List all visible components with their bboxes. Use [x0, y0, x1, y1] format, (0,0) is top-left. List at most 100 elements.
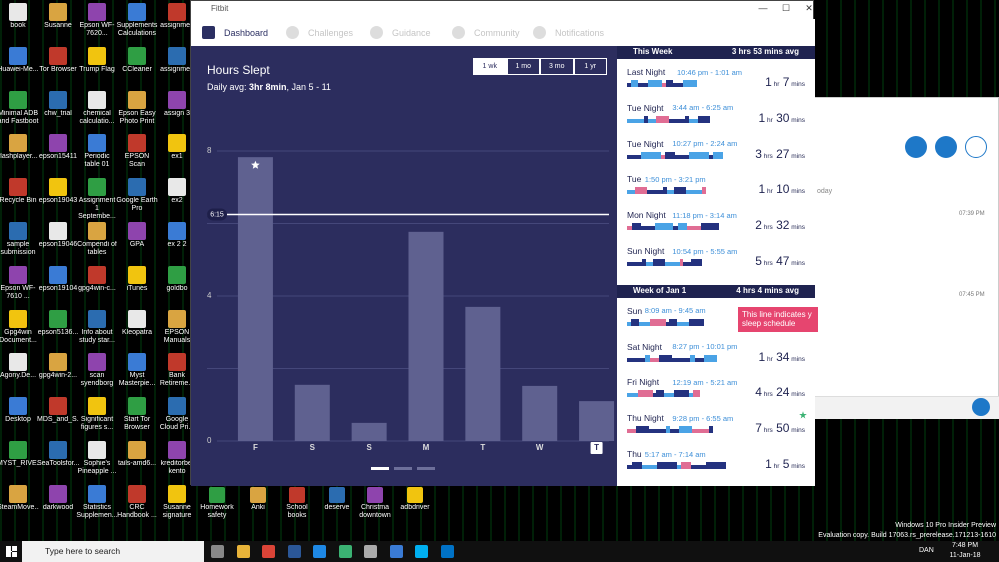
desktop-icon[interactable] — [9, 46, 27, 65]
window-control[interactable]: ☐ — [781, 3, 791, 13]
desktop-icon[interactable] — [367, 487, 383, 503]
tab-label[interactable]: Community — [474, 28, 520, 38]
tab-icon[interactable] — [370, 26, 383, 39]
window-control[interactable]: ✕ — [805, 3, 813, 13]
desktop-icon[interactable] — [9, 3, 27, 21]
desktop-icon[interactable] — [49, 46, 67, 65]
sleep-entry[interactable]: Mon Night 11:18 pm - 3:14 am 2 hrs 32 mins — [617, 210, 815, 244]
desktop-icon[interactable] — [168, 309, 186, 328]
desktop-icon[interactable] — [49, 222, 67, 240]
desktop-icon[interactable] — [9, 353, 27, 372]
taskbar-app[interactable] — [236, 545, 250, 558]
desktop-icon[interactable] — [128, 46, 146, 65]
range-button[interactable]: 1 yr — [573, 58, 607, 75]
call-button[interactable] — [935, 136, 957, 158]
sleep-entry[interactable]: Sun 8:09 am - 9:45 am — [617, 306, 815, 340]
sleep-entry[interactable]: Wed7:40 am - 9:39 am — [617, 485, 815, 486]
desktop-icon[interactable] — [168, 90, 186, 109]
taskbar-app[interactable] — [338, 545, 352, 558]
taskbar-app[interactable] — [440, 545, 454, 558]
desktop-icon[interactable] — [49, 3, 67, 21]
tab-icon[interactable] — [452, 26, 465, 39]
range-button[interactable]: 3 mo — [540, 58, 574, 75]
desktop-icon[interactable] — [128, 484, 146, 503]
sleep-entry[interactable]: Fri Night 12:19 am - 5:21 am 4 hrs 24 mins — [617, 377, 815, 411]
desktop-icon[interactable] — [88, 134, 106, 153]
desktop-icon[interactable] — [128, 134, 146, 153]
desktop-icon[interactable] — [168, 3, 186, 21]
desktop-icon[interactable] — [9, 265, 27, 284]
desktop-icon[interactable] — [168, 441, 186, 459]
desktop-icon[interactable] — [168, 222, 186, 240]
desktop-icon[interactable] — [128, 309, 146, 328]
desktop-icon[interactable] — [9, 90, 27, 109]
desktop-icon[interactable] — [168, 265, 186, 284]
desktop-icon[interactable] — [88, 397, 106, 416]
desktop-icon[interactable] — [9, 484, 27, 503]
sleep-entry[interactable]: Tue 1:50 pm - 3:21 pm 1 hr 10 mins — [617, 174, 815, 208]
desktop-icon[interactable] — [88, 3, 106, 21]
tab-label[interactable]: Notifications — [555, 28, 605, 38]
desktop-icon[interactable] — [168, 353, 186, 372]
desktop-icon[interactable] — [88, 309, 106, 328]
desktop-icon[interactable] — [407, 487, 423, 503]
sleep-entry[interactable]: Sun Night 10:54 pm - 5:55 am 5 hrs 47 mins — [617, 246, 815, 280]
taskbar-app[interactable] — [211, 545, 224, 558]
desktop-icon[interactable] — [9, 397, 27, 416]
desktop-icon[interactable] — [329, 487, 345, 503]
desktop-icon[interactable] — [88, 46, 106, 65]
desktop-icon[interactable] — [168, 134, 186, 153]
taskbar-app[interactable] — [262, 545, 275, 558]
sleep-entry[interactable]: Tue Night 3:44 am - 6:25 am 1 hr 30 mins — [617, 103, 815, 137]
desktop-icon[interactable] — [128, 3, 146, 21]
desktop-icon[interactable] — [9, 309, 27, 328]
sleep-entry[interactable]: Sat Night 8:27 pm - 10:01 pm 1 hr 34 mins — [617, 342, 815, 376]
desktop-icon[interactable] — [128, 222, 146, 240]
taskbar-app[interactable] — [364, 545, 377, 558]
taskbar-app[interactable] — [389, 545, 403, 558]
desktop-icon[interactable] — [9, 222, 27, 240]
window-control[interactable]: — — [758, 3, 768, 13]
taskbar-app[interactable] — [287, 545, 301, 558]
taskbar-app[interactable] — [415, 545, 428, 558]
sleep-entry[interactable]: Last Night 10:46 pm - 1:01 am 1 hr 7 mins — [617, 67, 815, 101]
desktop-icon[interactable] — [49, 309, 67, 328]
desktop-icon[interactable] — [88, 90, 106, 109]
desktop-icon[interactable] — [128, 397, 146, 416]
desktop-icon[interactable] — [88, 222, 106, 240]
range-button[interactable]: 1 wk — [473, 58, 507, 75]
desktop-icon[interactable] — [209, 487, 225, 503]
desktop-icon[interactable] — [88, 441, 106, 459]
desktop-icon[interactable] — [9, 178, 27, 197]
desktop-icon[interactable] — [250, 487, 266, 503]
desktop-icon[interactable] — [49, 353, 67, 372]
send-button[interactable] — [972, 398, 990, 416]
desktop-icon[interactable] — [128, 353, 146, 372]
sleep-entry[interactable]: Tue Night 10:27 pm - 2:24 am 3 hrs 27 mins — [617, 139, 815, 173]
tab-icon[interactable] — [202, 26, 215, 39]
tab-label[interactable]: Dashboard — [224, 28, 269, 38]
desktop-icon[interactable] — [128, 178, 146, 197]
desktop-icon[interactable] — [128, 441, 146, 459]
desktop-icon[interactable] — [9, 134, 27, 153]
desktop-icon[interactable] — [128, 90, 146, 109]
range-button[interactable]: 1 mo — [506, 58, 540, 75]
start-button[interactable] — [6, 546, 17, 557]
tab-label[interactable]: Guidance — [392, 28, 431, 38]
desktop-icon[interactable] — [88, 353, 106, 372]
desktop-icon[interactable] — [49, 397, 67, 416]
call-button[interactable] — [905, 136, 927, 158]
desktop-icon[interactable] — [168, 484, 186, 503]
desktop-icon[interactable] — [88, 265, 106, 284]
desktop-icon[interactable] — [49, 484, 67, 503]
desktop-icon[interactable] — [88, 484, 106, 503]
desktop-icon[interactable] — [49, 265, 67, 284]
desktop-icon[interactable] — [49, 441, 67, 459]
desktop-icon[interactable] — [49, 90, 67, 109]
desktop-icon[interactable] — [168, 397, 186, 416]
sleep-entry[interactable]: Thu 5:17 am - 7:14 am 1 hr 5 mins — [617, 449, 815, 483]
tab-icon[interactable] — [286, 26, 299, 39]
desktop-icon[interactable] — [128, 265, 146, 284]
desktop-icon[interactable] — [168, 178, 186, 197]
taskbar-app[interactable] — [313, 545, 326, 558]
